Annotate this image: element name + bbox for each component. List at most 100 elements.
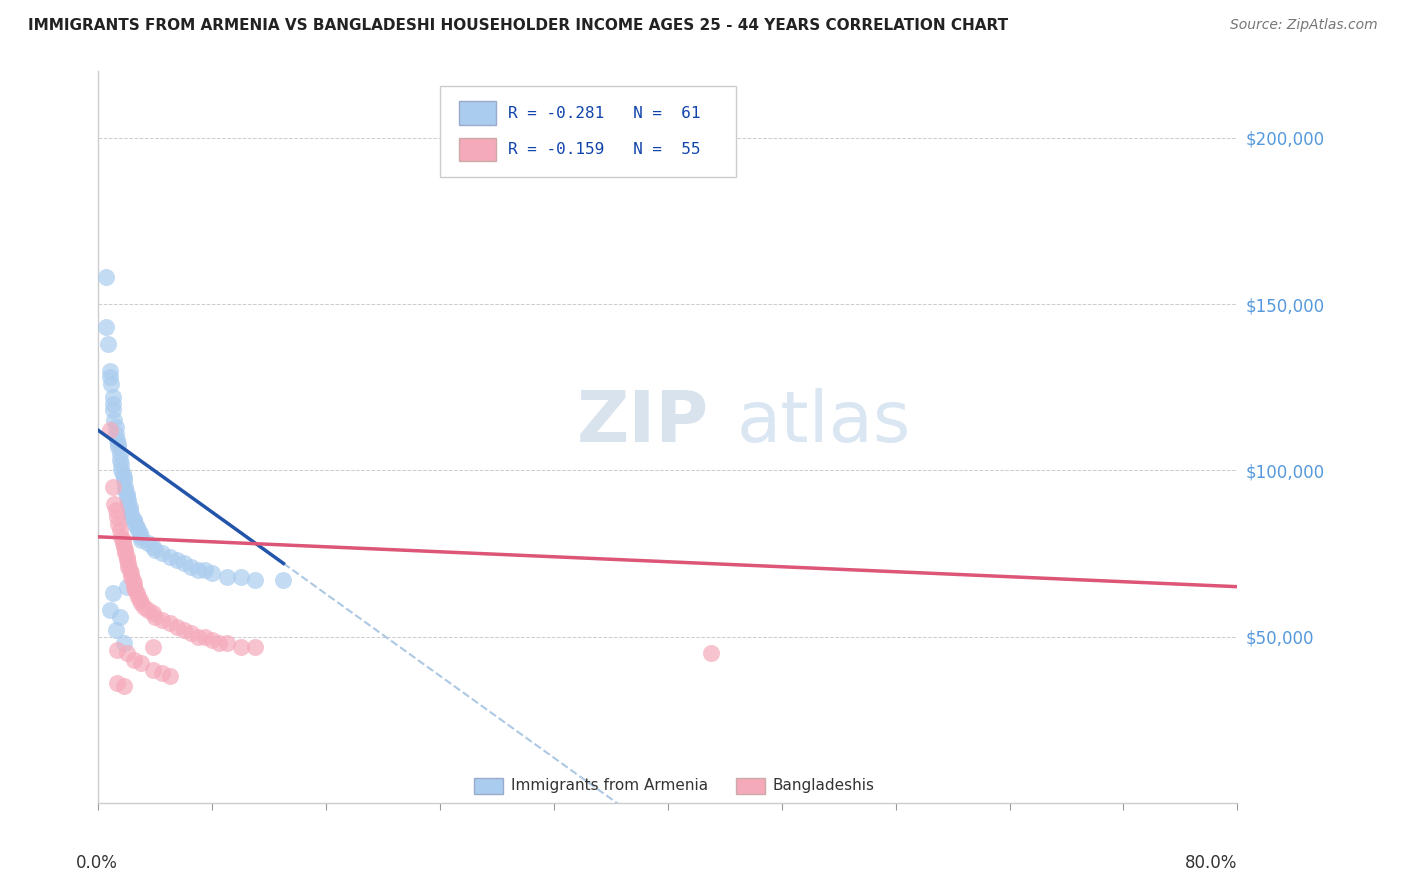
Point: [132, 599, 155, 614]
Point: [141, 540, 163, 554]
Point: [111, 536, 134, 550]
Point: [118, 563, 141, 577]
Point: [117, 493, 139, 508]
FancyBboxPatch shape: [737, 778, 765, 794]
Point: [94, 270, 117, 285]
Point: [94, 320, 117, 334]
Point: [112, 473, 135, 487]
Point: [105, 643, 128, 657]
Point: [103, 497, 125, 511]
Point: [128, 526, 150, 541]
Point: [104, 420, 127, 434]
Text: R = -0.159   N =  55: R = -0.159 N = 55: [509, 142, 702, 157]
Point: [215, 636, 238, 650]
Point: [118, 503, 141, 517]
Point: [127, 590, 149, 604]
Point: [105, 434, 128, 448]
Point: [108, 523, 131, 537]
Point: [117, 559, 139, 574]
Point: [112, 636, 135, 650]
Point: [104, 623, 127, 637]
Point: [141, 640, 163, 654]
Point: [127, 523, 149, 537]
Text: Source: ZipAtlas.com: Source: ZipAtlas.com: [1230, 18, 1378, 32]
Point: [101, 397, 124, 411]
Point: [114, 480, 136, 494]
Point: [208, 636, 231, 650]
Text: atlas: atlas: [737, 388, 911, 457]
Text: ZIP: ZIP: [576, 388, 709, 457]
Point: [114, 543, 136, 558]
Point: [194, 630, 217, 644]
Point: [111, 533, 134, 548]
Point: [107, 516, 129, 531]
Point: [101, 480, 124, 494]
Point: [129, 533, 152, 548]
Point: [115, 646, 138, 660]
Point: [166, 553, 188, 567]
Point: [229, 640, 252, 654]
Point: [122, 653, 145, 667]
Point: [107, 436, 129, 450]
Point: [114, 546, 136, 560]
Point: [98, 603, 121, 617]
Text: IMMIGRANTS FROM ARMENIA VS BANGLADESHI HOUSEHOLDER INCOME AGES 25 - 44 YEARS COR: IMMIGRANTS FROM ARMENIA VS BANGLADESHI H…: [28, 18, 1008, 33]
Text: Immigrants from Armenia: Immigrants from Armenia: [510, 779, 707, 794]
Text: 0.0%: 0.0%: [76, 854, 118, 872]
Point: [98, 424, 121, 438]
FancyBboxPatch shape: [460, 102, 496, 125]
Point: [115, 490, 138, 504]
Point: [122, 513, 145, 527]
Point: [114, 483, 136, 498]
Point: [122, 576, 145, 591]
Point: [145, 609, 167, 624]
Point: [129, 530, 152, 544]
FancyBboxPatch shape: [460, 138, 496, 161]
Text: Bangladeshis: Bangladeshis: [773, 779, 875, 794]
Point: [136, 603, 159, 617]
Text: R = -0.281   N =  61: R = -0.281 N = 61: [509, 105, 702, 120]
Point: [103, 413, 125, 427]
Point: [273, 573, 295, 587]
Point: [104, 426, 127, 441]
Point: [152, 546, 174, 560]
Point: [128, 593, 150, 607]
Point: [104, 503, 127, 517]
Point: [125, 586, 148, 600]
Text: 80.0%: 80.0%: [1185, 854, 1237, 872]
Point: [98, 370, 121, 384]
Point: [108, 447, 131, 461]
Point: [112, 680, 135, 694]
Point: [110, 457, 132, 471]
Point: [115, 486, 138, 500]
Point: [111, 467, 134, 481]
Point: [120, 507, 142, 521]
Point: [194, 563, 217, 577]
Point: [112, 540, 135, 554]
Point: [120, 570, 142, 584]
Point: [125, 520, 148, 534]
Point: [215, 570, 238, 584]
Point: [108, 609, 131, 624]
Point: [180, 626, 202, 640]
Point: [145, 543, 167, 558]
Point: [141, 663, 163, 677]
Point: [180, 559, 202, 574]
Point: [699, 646, 721, 660]
Point: [110, 530, 132, 544]
Point: [107, 440, 129, 454]
Point: [122, 580, 145, 594]
Point: [115, 549, 138, 564]
FancyBboxPatch shape: [440, 86, 737, 178]
Point: [117, 557, 139, 571]
Point: [97, 337, 120, 351]
Point: [141, 607, 163, 621]
FancyBboxPatch shape: [474, 778, 503, 794]
Point: [201, 566, 224, 581]
Point: [201, 632, 224, 647]
Point: [110, 463, 132, 477]
Point: [166, 619, 188, 633]
Point: [115, 580, 138, 594]
Point: [100, 376, 122, 391]
Point: [187, 630, 209, 644]
